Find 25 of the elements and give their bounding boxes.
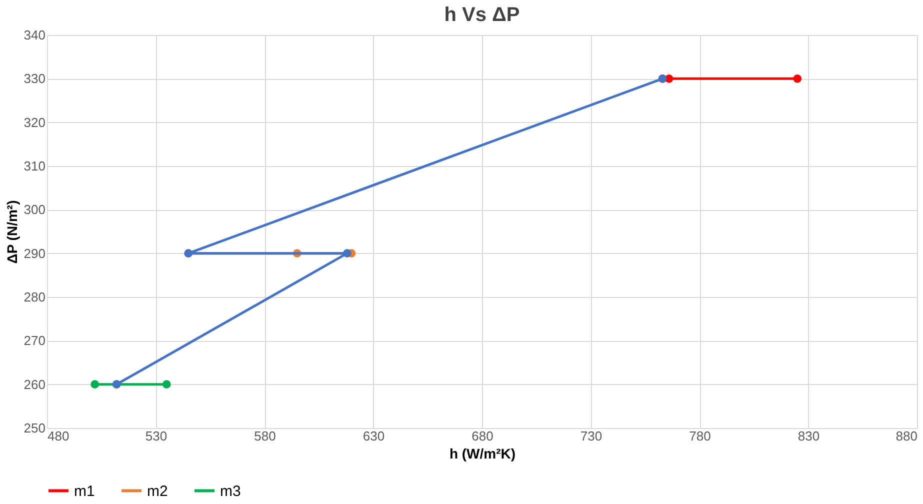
- x-tick-label: 480: [48, 428, 70, 444]
- y-tick-label: 290: [24, 246, 46, 261]
- y-tick-label: 270: [24, 333, 46, 348]
- x-tick-label: 880: [896, 428, 918, 444]
- legend-label: m2: [147, 482, 168, 500]
- y-tick-label: 260: [24, 376, 46, 392]
- x-tick-label: 580: [254, 428, 276, 444]
- x-axis-title: h (W/m²K): [449, 446, 516, 462]
- legend-label: m1: [74, 482, 95, 500]
- x-tick-label: 730: [580, 428, 602, 444]
- y-tick-label: 330: [24, 71, 46, 86]
- y-tick-label: 320: [24, 114, 46, 130]
- chart-title: h Vs ΔP: [444, 4, 520, 26]
- y-tick-label: 300: [24, 202, 46, 218]
- y-tick-label: 310: [24, 158, 46, 174]
- x-tick-label: 630: [362, 428, 385, 444]
- x-tick-label: 830: [798, 428, 820, 444]
- legend-label: m3: [220, 482, 241, 500]
- y-tick-label: 250: [24, 420, 46, 436]
- y-tick-label: 340: [24, 28, 46, 42]
- y-tick-label: 280: [24, 290, 46, 304]
- x-tick-label: 530: [145, 428, 168, 444]
- x-tick-label: 780: [689, 428, 711, 444]
- x-tick-label: 680: [472, 428, 494, 444]
- y-axis-title: ΔP (N/m²): [4, 200, 20, 264]
